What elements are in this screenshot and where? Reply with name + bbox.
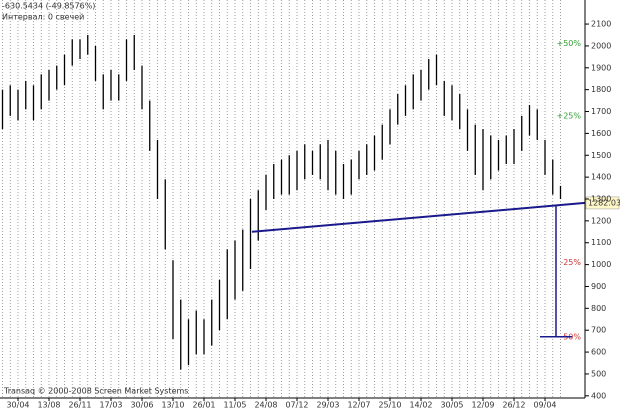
y-tick-label: 600 [591,348,606,357]
x-tick-label: 13/08 [37,401,60,410]
info-text: -630.5434 (-49.8576%) [2,2,95,11]
y-tick-label: 700 [591,326,606,335]
y-tick-label: 1700 [591,107,611,116]
x-tick-label: 29/03 [316,401,339,410]
x-tick-label: 25/10 [378,401,401,410]
y-tick-label: 1300 [591,195,611,204]
y-tick-label: 2100 [591,20,611,29]
y-tick-label: 800 [591,304,606,313]
x-tick-label: 11/05 [223,401,246,410]
price-bars [1,34,562,370]
x-tick-label: 12/09 [471,401,494,410]
y-tick-label: 900 [591,282,606,291]
x-tick-label: 14/02 [409,401,432,410]
price-label-box [585,196,620,210]
overlays: 1282.03+50%+25%-25%-50% [251,39,620,341]
x-tick-label: 26/11 [68,401,91,410]
copyright: Transaq © 2000-2008 Screen Market System… [3,387,188,396]
level-label: +25% [557,111,582,120]
x-tick-label: 24/08 [254,401,277,410]
x-tick-label: 30/06 [130,401,153,410]
x-tick-label: 30/05 [440,401,463,410]
x-tick-label: 13/10 [161,401,184,410]
y-tick-label: 1900 [591,63,611,72]
y-tick-label: 500 [591,369,606,378]
y-tick-label: 1200 [591,216,611,225]
x-tick-label: 26/01 [192,401,215,410]
interval-text: Интервал: 0 свечей [2,13,84,22]
y-tick-label: 1100 [591,238,611,247]
level-label: +50% [557,39,582,48]
x-tick-label: 12/07 [347,401,370,410]
x-tick-label: 07/12 [285,401,308,410]
price-label: 1282.03 [588,198,620,207]
x-tick-label: 09/04 [533,401,556,410]
x-tick-label: 17/03 [99,401,122,410]
y-tick-label: 1000 [591,260,611,269]
y-tick-label: 1500 [591,151,611,160]
y-tick-label: 1600 [591,129,611,138]
x-tick-label: 26/12 [502,401,525,410]
x-tick-label: 30/04 [6,401,29,410]
y-tick-label: 1400 [591,173,611,182]
y-tick-label: 400 [591,391,606,400]
trendline [251,201,586,233]
y-tick-label: 2000 [591,41,611,50]
level-label: -25% [560,258,581,267]
y-tick-label: 1800 [591,85,611,94]
